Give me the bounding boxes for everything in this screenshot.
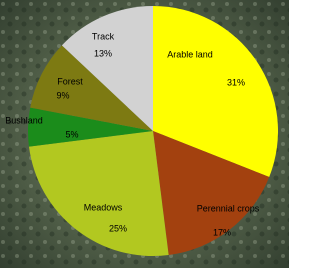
- slice-percent: 13%: [94, 48, 112, 58]
- slice-percent: 31%: [227, 77, 245, 87]
- slice-name: Track: [92, 31, 115, 41]
- slice-name: Forest: [57, 76, 83, 86]
- chart: Arable land 31% Perennial crops 17% Meadows 2…: [0, 0, 289, 268]
- slice-percent: 17%: [213, 227, 231, 237]
- slice-name: Meadows: [84, 202, 123, 212]
- slice-percent: 25%: [109, 223, 127, 233]
- slice-name: Bushland: [5, 115, 43, 125]
- slice-percent: 9%: [56, 90, 69, 100]
- slice-name: Perennial crops: [197, 203, 260, 213]
- slice-percent: 5%: [65, 129, 78, 139]
- slice-name: Arable land: [167, 49, 213, 59]
